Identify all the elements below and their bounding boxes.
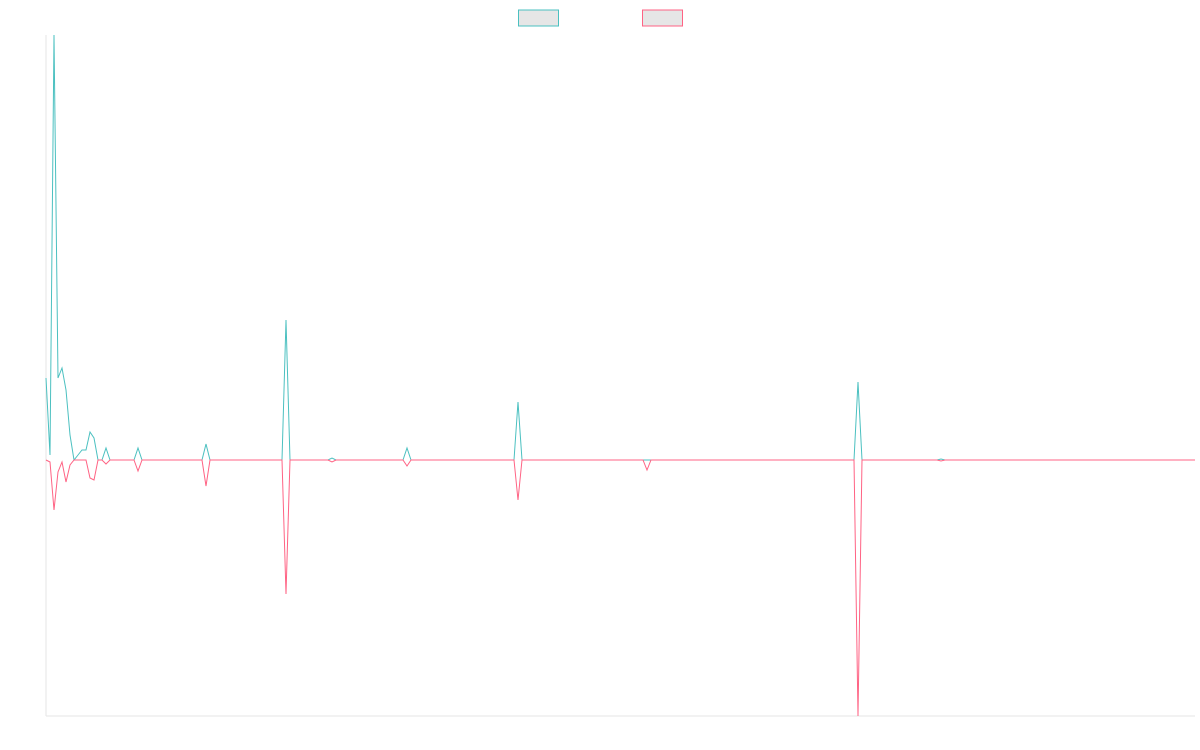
legend-swatch — [518, 9, 559, 27]
legend-swatch — [642, 9, 683, 27]
series-line — [45, 459, 1195, 717]
series-line — [45, 34, 1195, 462]
